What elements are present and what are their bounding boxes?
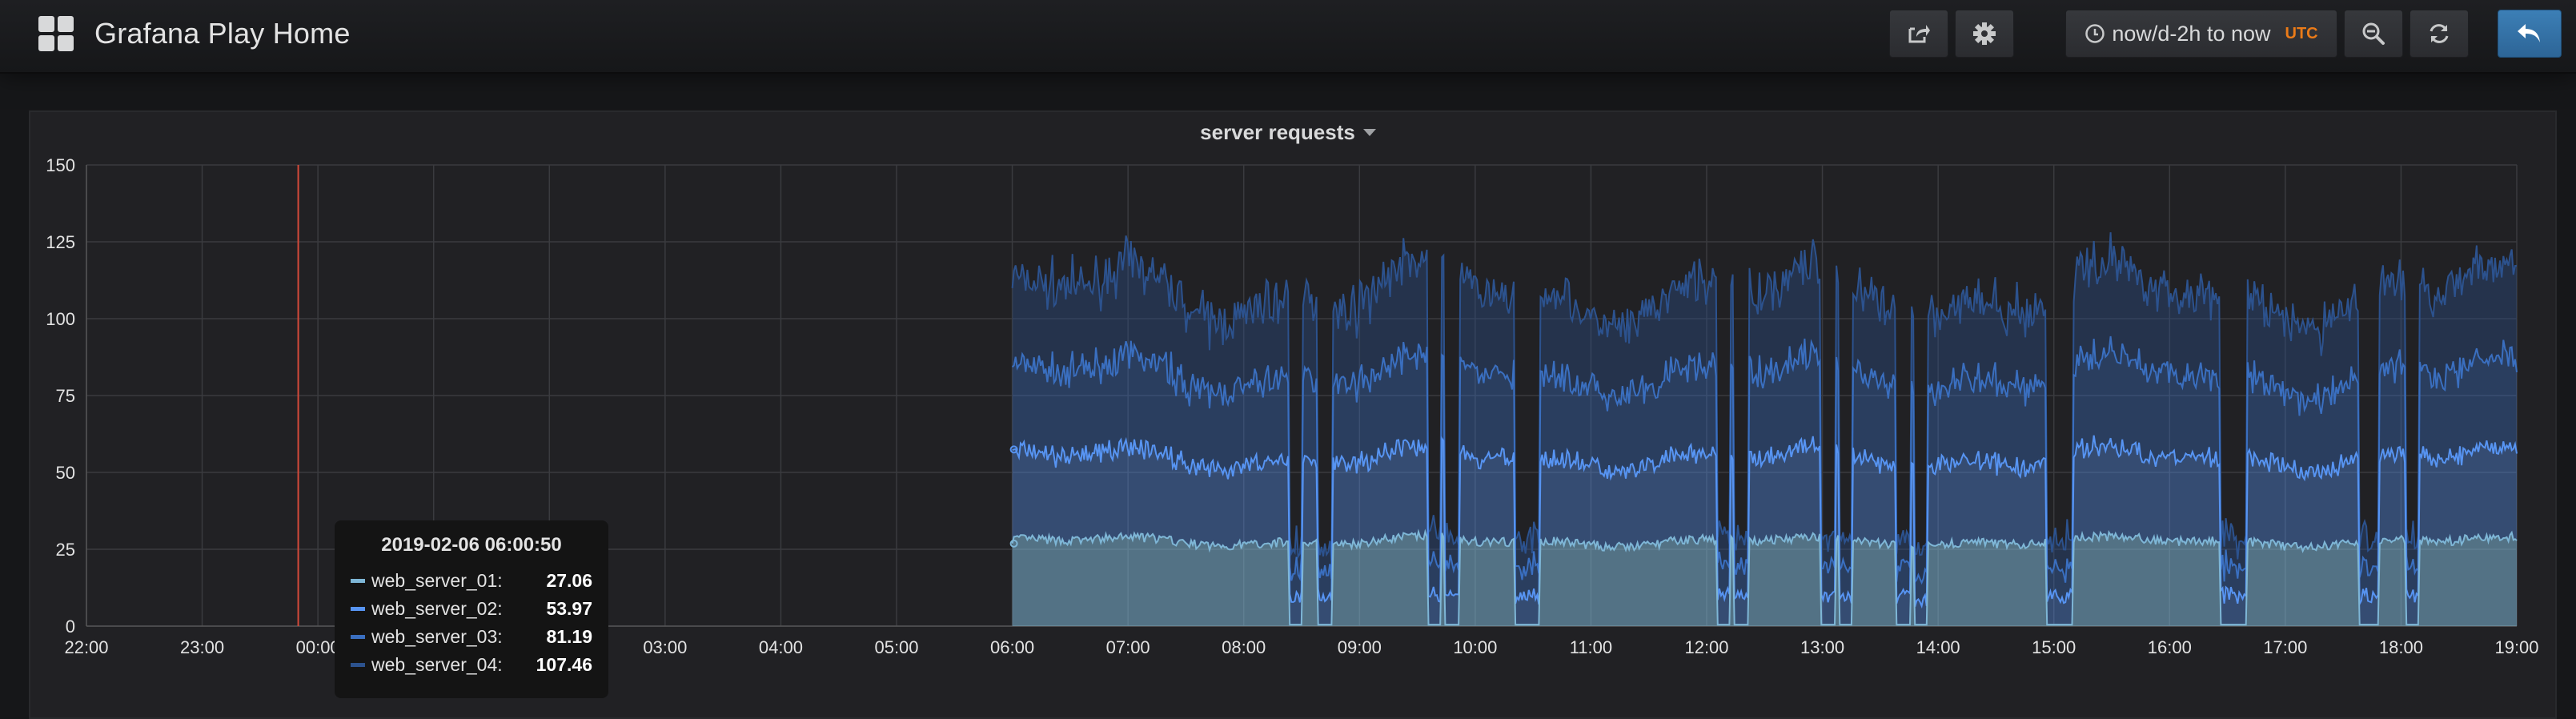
x-tick-label: 17:00 [2263, 637, 2307, 657]
time-range-picker[interactable]: now/d-2h to now UTC [2065, 10, 2337, 58]
x-tick-label: 10:00 [1453, 637, 1497, 657]
x-tick-label: 07:00 [1106, 637, 1150, 657]
hover-point [1009, 445, 1018, 454]
x-tick-label: 19:00 [2494, 637, 2538, 657]
tooltip-series-value: 107.46 [536, 654, 592, 675]
x-tick-label: 18:00 [2379, 637, 2423, 657]
tooltip-series-value: 81.19 [546, 626, 592, 647]
x-tick-label: 03:00 [643, 637, 687, 657]
x-tick-label: 12:00 [1684, 637, 1728, 657]
y-tick-label: 150 [46, 155, 75, 175]
series-swatch [351, 579, 365, 583]
series-line-web-server-04 [1011, 232, 2518, 561]
series-line-web-server-02 [1012, 435, 2518, 609]
y-tick-label: 125 [46, 232, 75, 252]
x-tick-label: 05:00 [874, 637, 918, 657]
panel-title[interactable]: server requests [0, 120, 2576, 144]
series-area-web-server-02 [1012, 435, 2517, 625]
x-tick-label: 00:00 [296, 637, 340, 657]
x-tick-label: 22:00 [64, 637, 108, 657]
x-tick-label: 09:00 [1338, 637, 1382, 657]
series-swatch [351, 663, 365, 667]
tooltip-time: 2019-02-06 06:00:50 [381, 534, 562, 556]
zoom-out-button[interactable] [2344, 10, 2403, 58]
series-area-web-server-01 [1012, 532, 2517, 626]
gear-icon [1973, 22, 1996, 45]
tooltip-series-name: web_server_04: [371, 654, 503, 675]
back-button[interactable] [2498, 10, 2562, 58]
y-tick-label: 75 [56, 386, 75, 406]
x-tick-label: 13:00 [1800, 637, 1844, 657]
y-tick-label: 100 [46, 309, 75, 329]
series-swatch [351, 635, 365, 639]
tooltip-series-name: web_server_01: [371, 570, 503, 591]
refresh-icon [2430, 24, 2449, 43]
tooltip-row: web_server_01: 27.06 [351, 567, 592, 595]
dashboard-grid-icon[interactable] [38, 16, 75, 53]
series-area-web-server-04 [1012, 232, 2517, 583]
timezone-badge: UTC [2285, 24, 2318, 42]
clock-icon [2085, 24, 2105, 43]
series-line-web-server-03 [1011, 335, 2518, 585]
series-swatch [351, 607, 365, 611]
x-tick-label: 06:00 [990, 637, 1034, 657]
chevron-down-icon[interactable] [1362, 128, 1376, 136]
tooltip-series-name: web_server_02: [371, 598, 503, 619]
refresh-button[interactable] [2409, 10, 2469, 58]
dashboard-title[interactable]: Grafana Play Home [94, 17, 351, 50]
back-arrow-icon [2518, 24, 2540, 42]
hover-point [1009, 539, 1018, 548]
tooltip-series-value: 27.06 [546, 570, 592, 591]
time-range-label: now/d-2h to now [2112, 21, 2271, 46]
x-tick-label: 15:00 [2032, 637, 2076, 657]
tooltip-series-value: 53.97 [546, 598, 592, 619]
settings-button[interactable] [1955, 10, 2014, 58]
top-navbar: Grafana Play Home now/d-2h to now [0, 0, 2576, 74]
x-tick-label: 11:00 [1570, 637, 1612, 657]
x-tick-label: 23:00 [180, 637, 224, 657]
y-tick-label: 50 [56, 463, 75, 483]
series-line-web-server-01 [1011, 528, 2518, 626]
tooltip-row: web_server_04: 107.46 [351, 651, 592, 679]
x-tick-label: 08:00 [1222, 637, 1266, 657]
graph-tooltip: 2019-02-06 06:00:50 web_server_01: 27.06… [335, 520, 608, 698]
y-tick-label: 0 [66, 617, 75, 637]
series-area-web-server-03 [1012, 336, 2517, 607]
zoom-out-icon [2362, 22, 2385, 45]
tooltip-series-name: web_server_03: [371, 626, 503, 647]
tooltip-row: web_server_03: 81.19 [351, 623, 592, 651]
share-button[interactable] [1889, 10, 1948, 58]
y-tick-label: 25 [56, 540, 75, 560]
x-tick-label: 14:00 [1916, 637, 1960, 657]
x-tick-label: 16:00 [2148, 637, 2192, 657]
share-icon [1908, 25, 1930, 43]
tooltip-row: web_server_02: 53.97 [351, 595, 592, 623]
x-tick-label: 04:00 [759, 637, 803, 657]
panel-title-text: server requests [1200, 120, 1355, 144]
